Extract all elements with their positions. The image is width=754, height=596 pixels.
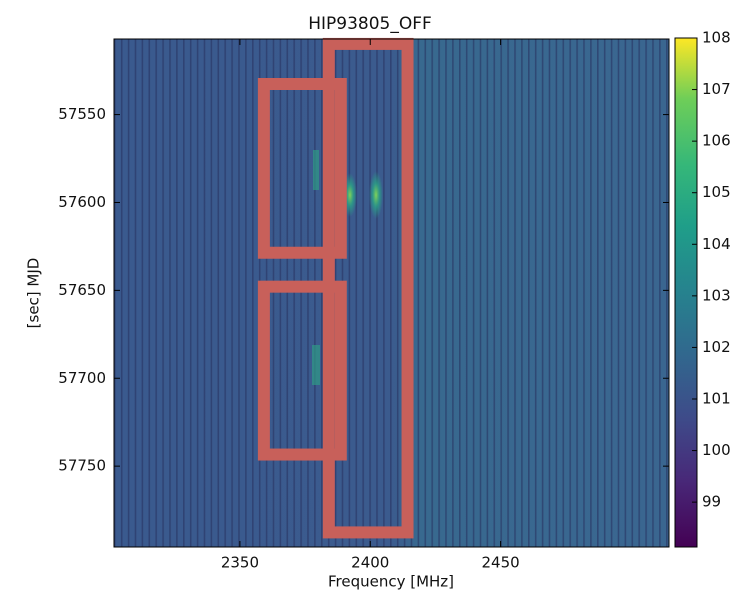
y-axis-label: [sec] MJD — [25, 258, 43, 329]
y-tick-label: 57550 — [58, 105, 106, 123]
colorbar-tick-label: 108 — [702, 29, 731, 47]
highlight-box — [322, 37, 414, 539]
heatmap-stripes — [114, 39, 669, 547]
colorbar-tick-label: 107 — [702, 80, 731, 98]
x-tick-label: 2450 — [482, 554, 520, 572]
colorbar-tick-label: 100 — [702, 441, 731, 459]
y-tick-label: 57650 — [58, 281, 106, 299]
x-tick-label: 2400 — [351, 554, 389, 572]
signal-patch — [312, 345, 320, 385]
highlight-box — [257, 77, 347, 259]
colorbar-tick-label: 102 — [702, 338, 731, 356]
colorbar-tick-label: 104 — [702, 235, 731, 253]
colorbar-tick-label: 99 — [702, 493, 721, 511]
signal-glow — [369, 171, 383, 219]
plot-frame — [113, 38, 670, 548]
x-tick-label: 2350 — [221, 554, 259, 572]
colorbar-tick-label: 103 — [702, 286, 731, 304]
plot-area — [114, 39, 669, 547]
y-tick-label: 57750 — [58, 457, 106, 475]
highlights — [257, 37, 414, 539]
chart-title: HIP93805_OFF — [308, 14, 432, 34]
y-tick-label: 57700 — [58, 369, 106, 387]
signal-patch — [313, 150, 319, 190]
colorbar-tick-label: 101 — [702, 389, 731, 407]
y-tick-label: 57600 — [58, 193, 106, 211]
colorbar-tick-label: 106 — [702, 132, 731, 150]
x-axis-label: Frequency [MHz] — [328, 573, 454, 591]
highlight-box — [257, 280, 347, 461]
colorbar — [674, 37, 698, 548]
colorbar-tick-label: 105 — [702, 183, 731, 201]
